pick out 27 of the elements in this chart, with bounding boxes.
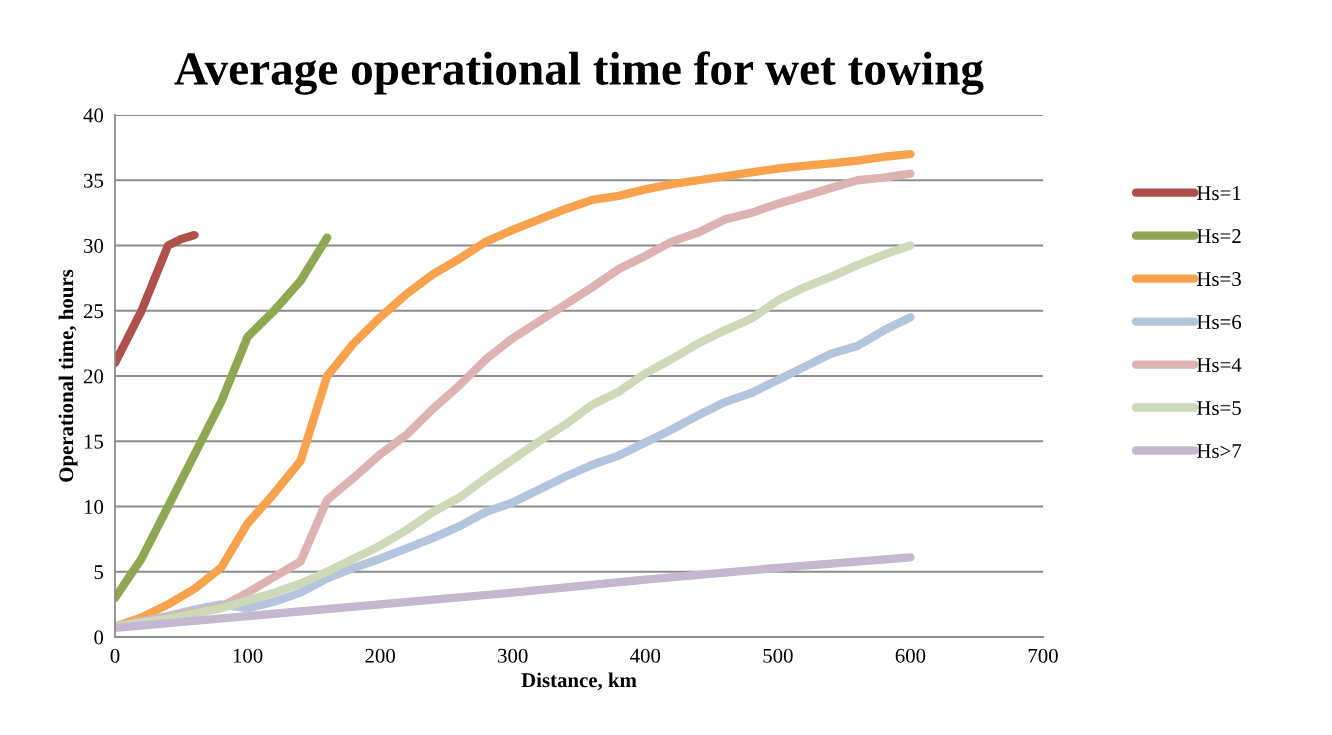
y-tick-label: 15 [84,434,104,449]
legend-label: Hs=1 [1197,186,1241,201]
x-tick-label: 100 [233,648,263,663]
x-tick-label: 200 [365,648,395,663]
x-tick-label: 500 [763,648,793,663]
y-tick-label: 40 [83,108,104,123]
y-tick-label: 20 [83,369,104,384]
y-tick-label: 10 [84,499,104,514]
y-axis-title: Operational time, hours [58,269,78,482]
x-tick-label: 700 [1028,648,1058,663]
chart-title: Average operational time for wet towing [174,51,984,95]
legend-label: Hs=3 [1197,272,1241,287]
legend-label: Hs=5 [1197,401,1241,416]
x-tick-label: 0 [110,648,120,663]
y-tick-label: 0 [94,630,104,645]
y-tick-label: 30 [84,238,104,253]
legend-label: Hs=2 [1197,229,1241,244]
legend-label: Hs>7 [1197,444,1242,459]
x-tick-label: 400 [630,648,661,663]
legend-label: Hs=4 [1197,358,1242,373]
x-tick-label: 600 [895,648,926,663]
x-tick-label: 300 [498,648,528,663]
y-tick-label: 35 [84,173,104,188]
legend-label: Hs=6 [1197,315,1242,330]
y-tick-label: 5 [94,565,104,580]
x-axis-title: Distance, km [521,672,637,691]
y-tick-label: 25 [83,304,104,319]
